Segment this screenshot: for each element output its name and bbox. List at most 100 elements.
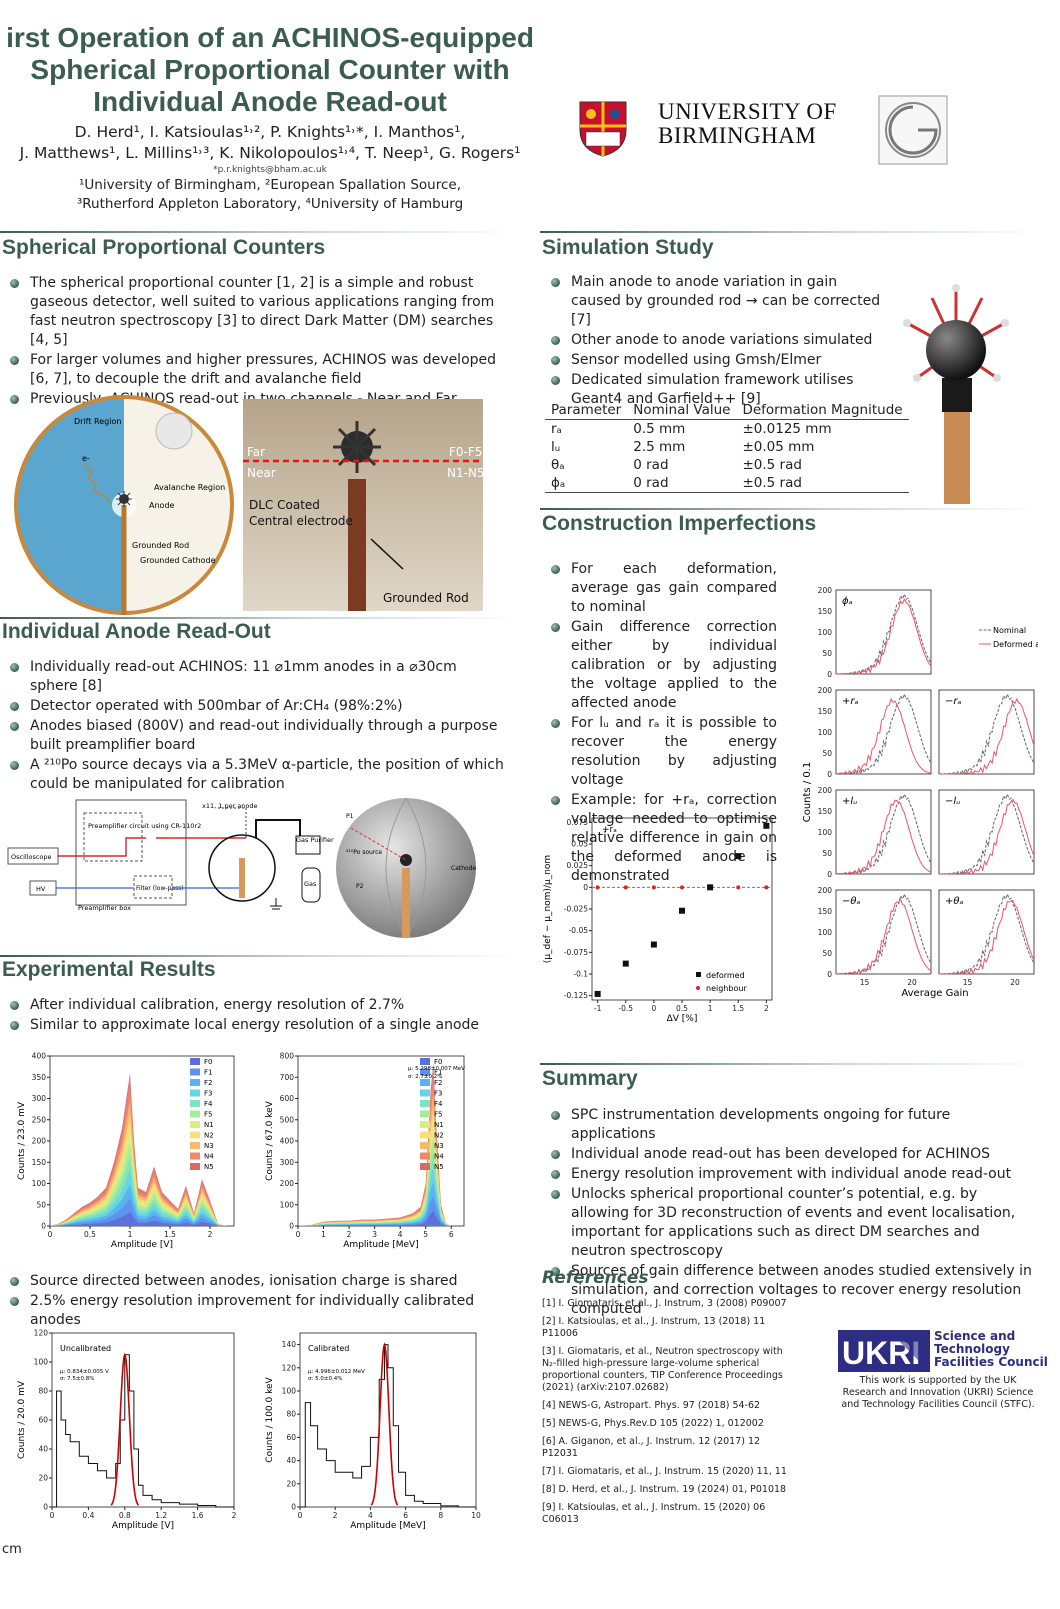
legend-swatch <box>190 1163 200 1170</box>
y-tick-label: 100 <box>34 1358 49 1367</box>
y-tick-label: 700 <box>280 1073 295 1082</box>
x-tick-label: 0.8 <box>119 1511 131 1520</box>
table-header: Nominal Value <box>627 401 737 420</box>
x-axis-label: Amplitude [V] <box>112 1521 174 1531</box>
legend-swatch <box>420 1068 430 1076</box>
chart-correction-voltage: -1 -0.5 0 0.5 1 1.5 2 -0.125 -0.1 -0.075 -0.05 -0.0… <box>543 817 773 1024</box>
legend-label: N5 <box>204 1163 214 1171</box>
neighbour-point <box>651 885 656 890</box>
legend-swatch <box>420 1121 430 1128</box>
y-tick-label: 0 <box>827 670 832 679</box>
legend-swatch <box>420 1079 430 1086</box>
bullet-item: Other anode to anode variations simulate… <box>545 331 890 350</box>
deformed-point <box>622 960 629 967</box>
fit-annotation: σ: 5.0±0.4% <box>308 1376 342 1382</box>
legend-label: F0 <box>204 1058 212 1066</box>
x-tick-label: 0.5 <box>84 1230 96 1239</box>
panel-label: +θₐ <box>945 896 963 907</box>
table-cell: rₐ <box>551 421 562 437</box>
histogram-line <box>52 1354 234 1508</box>
deformed-line <box>835 799 932 875</box>
nominal-line <box>938 792 1035 875</box>
y-tick-label: 200 <box>818 886 833 895</box>
university-crest-logo <box>579 101 627 157</box>
deformed-point <box>594 990 601 997</box>
stack-area-F1 <box>298 1196 464 1226</box>
panel-label: −rₐ <box>945 696 961 707</box>
university-line-1: UNIVERSITY OF <box>658 99 837 124</box>
fit-annotation: μ: 5.298±0.007 MeV <box>408 1066 465 1072</box>
results-bullets-2: Source directed between anodes, ionisati… <box>4 1272 504 1331</box>
y-tick-label: 50 <box>36 1200 46 1209</box>
y-tick-label: 200 <box>818 686 833 695</box>
chart-label: Calibrated <box>308 1344 349 1353</box>
bullet-item: A ²¹⁰Po source decays via a 5.3MeV α-par… <box>4 756 504 794</box>
x-axis-label: Amplitude [MeV] <box>343 1240 418 1250</box>
contact-email[interactable]: *p.r.knights@bham.ac.uk <box>213 165 327 175</box>
legend-swatch <box>190 1079 200 1086</box>
y-tick-label: 0 <box>827 870 832 879</box>
legend-label: F1 <box>204 1069 212 1077</box>
y-tick-label: 200 <box>280 1179 295 1188</box>
readout-schematic: Preamplifier circuit using CR-110r2 Osci… <box>7 798 477 938</box>
x-tick-label: 15 <box>860 978 870 987</box>
legend-label: F3 <box>204 1090 212 1098</box>
fit-annotation: μ: 0.834±0.005 V <box>60 1369 109 1375</box>
ukri-line-3: Facilities Council <box>934 1355 1048 1369</box>
legend-label: N4 <box>204 1153 214 1161</box>
y-tick-label: 20 <box>38 1474 48 1483</box>
legend-label: F5 <box>204 1111 212 1119</box>
legend-swatch <box>420 1058 430 1065</box>
bullet-item: For lᵤ and rₐ it is possible to recover … <box>545 714 777 790</box>
legend-label: N2 <box>434 1132 444 1140</box>
y-tick-label: 350 <box>32 1073 47 1082</box>
label-preamp-box: Preamplifier box <box>78 904 131 912</box>
stack-area-F0 <box>298 1211 464 1226</box>
x-tick-label: 6 <box>449 1230 454 1239</box>
stack-area-F5 <box>50 1142 234 1226</box>
fit-annotation: σ: 2.7±0.2% <box>408 1074 442 1080</box>
y-tick-label: 0 <box>43 1503 48 1512</box>
reference-item: [1] I. Giomataris, et al., J. Instrum, 3… <box>542 1298 787 1309</box>
deformed-point <box>763 822 770 829</box>
plot-frame <box>299 1332 477 1508</box>
y-tick-label: 0 <box>291 1503 296 1512</box>
legend-swatch <box>190 1110 200 1118</box>
deformed-line <box>938 900 1035 975</box>
deformed-line <box>835 697 932 775</box>
x-tick-label: 8 <box>438 1511 443 1520</box>
deformed-line <box>938 798 1035 875</box>
section-title-spc: Spherical Proportional Counters <box>2 236 326 259</box>
authors-line-2: J. Matthews¹, L. Millins¹˒³, K. Nikolopo… <box>19 144 521 162</box>
deformed-point <box>735 853 742 860</box>
neighbour-point <box>680 885 684 890</box>
label-po-source: ²¹⁰Po source <box>346 849 382 856</box>
table-cell: ±0.05 mm <box>742 439 815 455</box>
reference-item: [3] I. Giomataris, et al., Neutron spect… <box>542 1346 783 1393</box>
y-tick-label: 40 <box>38 1445 48 1454</box>
table-header: Parameter <box>545 401 628 420</box>
label-near-channels: N1-N5 <box>447 466 483 480</box>
y-tick-label: 50 <box>822 749 832 758</box>
legend-label: F0 <box>434 1058 442 1066</box>
x-tick-label: 2 <box>333 1511 338 1520</box>
y-tick-label: 200 <box>818 586 833 595</box>
x-tick-label: 0 <box>296 1230 301 1239</box>
bullet-item: Example: for +rₐ, correction voltage nee… <box>545 791 777 886</box>
panel-label: −θₐ <box>842 896 860 907</box>
legend-label: N4 <box>434 1153 444 1161</box>
x-axis-label: Average Gain <box>901 988 968 999</box>
bullet-item: Energy resolution improvement with indiv… <box>545 1165 1033 1184</box>
ukri-mark-icon: UKRI <box>838 1330 930 1372</box>
table-cell: ±0.5 rad <box>742 475 802 491</box>
legend-label: F4 <box>204 1100 213 1108</box>
readout-bullets: Individually read-out ACHINOS: 11 ⌀1mm a… <box>4 658 504 795</box>
label-anode-count: x11, 1 per anode <box>202 802 258 810</box>
neighbour-point <box>623 885 628 890</box>
x-tick-label: 20 <box>907 978 917 987</box>
x-tick-label: 20 <box>1010 978 1020 987</box>
nominal-line <box>938 892 1035 975</box>
y-tick-label: 400 <box>280 1137 295 1146</box>
x-tick-label: 0.4 <box>82 1511 94 1520</box>
y-tick-label: 100 <box>282 1387 297 1396</box>
